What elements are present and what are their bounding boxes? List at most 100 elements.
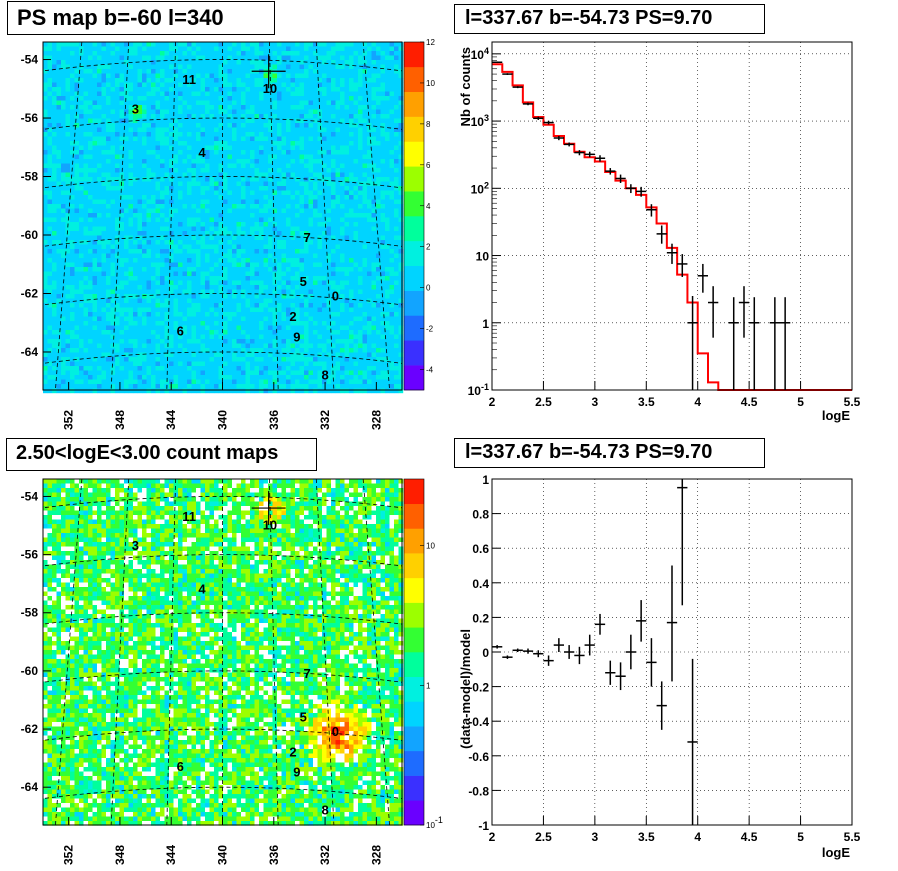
colorbar-band (404, 553, 424, 579)
spectrum-plot (491, 41, 853, 391)
y-tick-label: -54 (21, 489, 39, 503)
plot-frame (491, 41, 853, 391)
y-tick-label: -0.6 (468, 750, 489, 764)
colorbar-2 (403, 478, 425, 826)
y-axis-label: Nb of counts (458, 47, 473, 126)
residual-title: l=337.67 b=-54.73 PS=9.70 (454, 438, 765, 468)
x-tick-label: 2.5 (535, 395, 552, 409)
colorbar-band (404, 216, 424, 242)
y-tick-label: 10-1 (468, 382, 489, 398)
colorbar-band (404, 290, 424, 316)
x-tick-label: 328 (369, 845, 383, 865)
source-label: 0 (332, 724, 339, 739)
colorbar-tick-label: 10 (426, 542, 435, 551)
y-tick-label: -0.2 (468, 681, 489, 695)
y-tick-label: 0 (482, 646, 489, 660)
colorbar-1 (403, 41, 425, 391)
spectrum-title: l=337.67 b=-54.73 PS=9.70 (454, 4, 765, 34)
y-tick-label: 0.6 (472, 542, 489, 556)
source-label: 5 (300, 709, 307, 724)
colorbar-tick-label: -4 (426, 366, 434, 375)
y-tick-label: 0.8 (472, 508, 489, 522)
x-tick-label: 2 (489, 395, 496, 409)
x-tick-label: 4.5 (741, 830, 758, 844)
x-tick-label: 5.5 (844, 830, 861, 844)
y-tick-label: -54 (21, 53, 39, 67)
colorbar-tick-label: 10 (426, 79, 435, 88)
x-tick-label: 2 (489, 830, 496, 844)
x-tick-label: 4 (694, 830, 701, 844)
y-tick-label: 0.2 (472, 611, 489, 625)
colorbar-band (404, 652, 424, 678)
heatmap-2 (42, 478, 404, 826)
x-tick-label: 3.5 (638, 395, 655, 409)
colorbar-tick-label: -2 (426, 325, 434, 334)
colorbar-tick-label: 0 (426, 284, 431, 293)
x-tick-label: 5 (797, 395, 804, 409)
colorbar-band (404, 166, 424, 192)
x-tick-label: 5.5 (844, 395, 861, 409)
x-axis-label: logE (822, 845, 850, 860)
y-tick-label: -56 (21, 111, 39, 125)
plot-border (491, 478, 853, 826)
colorbar-band (404, 800, 424, 826)
x-axis-label: logE (822, 408, 850, 423)
heatmap-1 (42, 41, 404, 394)
colorbar-band (404, 676, 424, 702)
source-label: 6 (177, 324, 184, 339)
colorbar-band (404, 141, 424, 167)
colorbar-band (404, 91, 424, 117)
y-tick-label: 103 (471, 113, 489, 129)
source-label: 5 (300, 274, 307, 289)
source-label: 8 (321, 367, 328, 382)
source-label: 9 (293, 329, 300, 344)
source-label: 2 (289, 309, 296, 324)
colorbar-tick-label: 2 (426, 243, 431, 252)
x-tick-label: 3 (592, 830, 599, 844)
y-tick-label: -0.8 (468, 784, 489, 798)
y-tick-label: -58 (21, 606, 39, 620)
x-tick-label: 4.5 (741, 395, 758, 409)
colorbar-tick-label: 8 (426, 120, 431, 129)
colorbar-band (404, 627, 424, 653)
colorbar-frame (403, 478, 425, 826)
graticule-1 (43, 42, 402, 390)
colorbar-band (404, 365, 424, 391)
y-tick-label: 10 (476, 250, 490, 264)
source-label: 3 (132, 101, 139, 116)
source-label: 8 (321, 802, 328, 817)
source-label: 4 (198, 145, 206, 160)
colorbar-band (404, 340, 424, 366)
x-tick-label: 352 (62, 845, 76, 865)
source-label: 0 (332, 288, 339, 303)
colorbar-band (404, 602, 424, 628)
colorbar-band (404, 265, 424, 291)
x-tick-label: 4 (694, 395, 701, 409)
map1-title: PS map b=-60 l=340 (7, 1, 275, 35)
source-label: 11 (182, 509, 196, 524)
colorbar-band (404, 750, 424, 776)
colorbar-band (404, 66, 424, 93)
x-tick-label: 3 (592, 395, 599, 409)
y-tick-label: -64 (21, 780, 39, 794)
y-tick-label: -60 (21, 664, 39, 678)
x-tick-label: 348 (113, 845, 127, 865)
x-tick-label: 3.5 (638, 830, 655, 844)
y-tick-label: 1 (482, 317, 489, 331)
source-label: 4 (198, 581, 206, 596)
y-tick-label: -56 (21, 548, 39, 562)
colorbar-band (404, 240, 424, 267)
colorbar-band (404, 726, 424, 752)
source-label: 10 (263, 518, 277, 533)
y-tick-label: -62 (21, 722, 39, 736)
colorbar-band (404, 479, 424, 505)
source-label: 6 (177, 759, 184, 774)
source-label: 2 (289, 744, 296, 759)
source-label: 11 (182, 72, 196, 87)
colorbar-band (404, 528, 424, 554)
colorbar-frame (403, 41, 425, 391)
x-tick-label: 348 (113, 410, 127, 430)
y-tick-label: -60 (21, 228, 39, 242)
x-tick-label: 336 (267, 410, 281, 430)
